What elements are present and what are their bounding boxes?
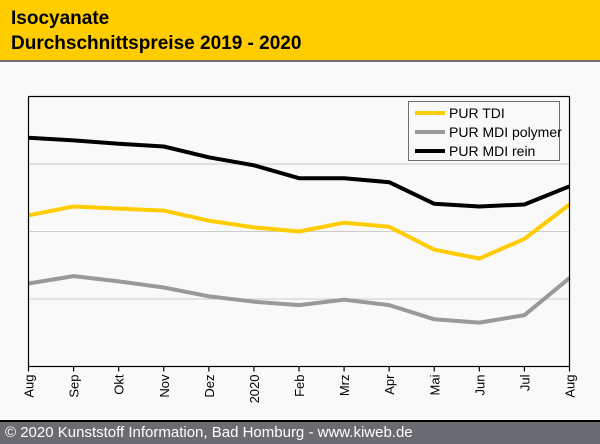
legend-item-pur-mdi-polymer: PUR MDI polymer bbox=[409, 123, 562, 141]
legend-swatch-pur-mdi-rein bbox=[415, 149, 445, 153]
legend-item-pur-mdi-rein: PUR MDI rein bbox=[409, 142, 559, 160]
x-tick-label: Nov bbox=[157, 374, 172, 398]
copyright-text: © 2020 Kunststoff Information, Bad Hombu… bbox=[5, 424, 413, 441]
series-line-pur-mdi-rein bbox=[28, 135, 571, 209]
x-tick-label: Dez bbox=[202, 375, 217, 398]
legend: PUR TDI PUR MDI polymer PUR MDI rein bbox=[408, 101, 562, 161]
series-lines bbox=[28, 135, 571, 325]
legend-swatch-pur-tdi bbox=[415, 111, 445, 115]
x-tick-label: Apr bbox=[382, 374, 397, 395]
x-tick-label: Feb bbox=[292, 375, 307, 397]
x-tick-label: Aug bbox=[563, 375, 578, 398]
x-tick-label: Jul bbox=[517, 374, 532, 391]
legend-item-pur-tdi: PUR TDI bbox=[409, 104, 559, 122]
legend-swatch-pur-mdi-polymer bbox=[415, 130, 445, 134]
chart-header: Isocyanate Durchschnittspreise 2019 - 20… bbox=[0, 0, 600, 62]
legend-label: PUR TDI bbox=[449, 105, 505, 121]
legend-label: PUR MDI rein bbox=[449, 143, 536, 159]
x-tick-label: Mrz bbox=[337, 375, 352, 397]
x-tick-label: Jun bbox=[472, 375, 487, 396]
series-line-pur-mdi-polymer bbox=[28, 274, 571, 325]
x-tick-label: Aug bbox=[22, 375, 37, 398]
legend-label: PUR MDI polymer bbox=[449, 124, 562, 140]
x-axis-ticks: Aug Sep Okt Nov Dez 2020 Feb Mrz Apr Mai Jun Jul Aug bbox=[22, 366, 578, 404]
x-tick-label: Sep bbox=[67, 375, 82, 398]
footer: © 2020 Kunststoff Information, Bad Hombu… bbox=[0, 420, 600, 444]
chart-subtitle: Durchschnittspreise 2019 - 2020 bbox=[11, 33, 302, 54]
x-tick-label: 2020 bbox=[247, 375, 262, 404]
chart-title: Isocyanate bbox=[11, 8, 110, 29]
series-line-pur-tdi bbox=[28, 202, 571, 261]
line-chart: Aug Sep Okt Nov Dez 2020 Feb Mrz Apr Mai Jun Jul Aug bbox=[22, 95, 578, 404]
x-tick-label: Okt bbox=[112, 374, 127, 395]
x-tick-label: Mai bbox=[427, 374, 442, 395]
